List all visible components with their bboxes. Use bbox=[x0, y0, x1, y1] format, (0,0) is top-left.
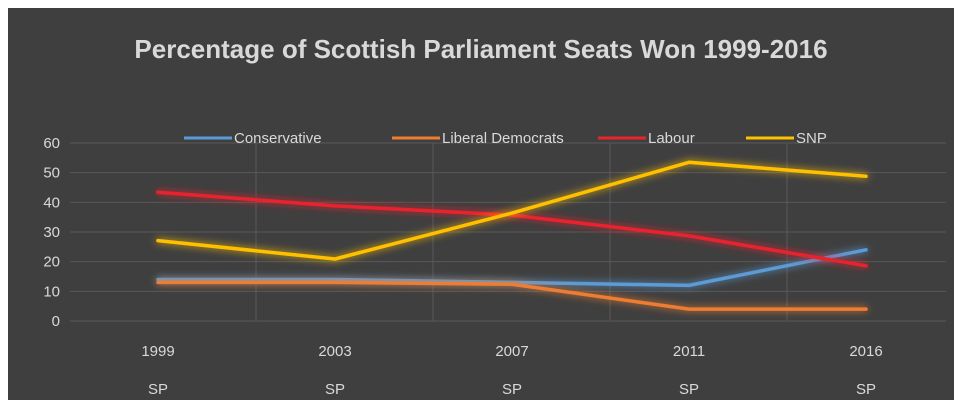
legend-label: Labour bbox=[648, 130, 695, 147]
x-tick-label: 2003 bbox=[318, 343, 351, 360]
y-tick-label: 10 bbox=[43, 283, 60, 300]
series-line-labour bbox=[156, 190, 868, 268]
line-chart: 0 10 20 30 40 50 60 1999 SP 2003 SP 2007 SP 2011 SP 201… bbox=[43, 130, 946, 398]
chart-frame: Percentage of Scottish Parliament Seats … bbox=[8, 8, 954, 400]
legend-label: SNP bbox=[796, 130, 827, 147]
series-lines bbox=[156, 160, 868, 311]
legend: Conservative Liberal Democrats Labour SNP bbox=[184, 130, 827, 147]
x-tick-sublabel: SP bbox=[502, 381, 522, 398]
legend-label: Conservative bbox=[234, 130, 322, 147]
series-line-conservative bbox=[156, 248, 868, 288]
x-tick-label: 2007 bbox=[495, 343, 528, 360]
x-tick-sublabel: SP bbox=[148, 381, 168, 398]
axis-labels: 0 10 20 30 40 50 60 1999 SP 2003 SP 2007 SP 2011 SP 201… bbox=[43, 135, 882, 398]
y-tick-label: 60 bbox=[43, 135, 60, 152]
x-tick-label: 2016 bbox=[849, 343, 882, 360]
y-tick-label: 40 bbox=[43, 194, 60, 211]
gridlines bbox=[70, 142, 946, 322]
legend-label: Liberal Democrats bbox=[442, 130, 564, 147]
x-tick-sublabel: SP bbox=[325, 381, 345, 398]
chart-title: Percentage of Scottish Parliament Seats … bbox=[134, 34, 828, 64]
y-tick-label: 30 bbox=[43, 224, 60, 241]
series-line-snp bbox=[156, 160, 868, 261]
y-tick-label: 20 bbox=[43, 254, 60, 271]
y-tick-label: 50 bbox=[43, 165, 60, 182]
x-tick-label: 1999 bbox=[141, 343, 174, 360]
y-tick-label: 0 bbox=[52, 313, 60, 330]
x-tick-label: 2011 bbox=[673, 343, 705, 360]
x-tick-sublabel: SP bbox=[856, 381, 876, 398]
series-line-liberal-democrats bbox=[156, 280, 868, 311]
x-tick-sublabel: SP bbox=[679, 381, 699, 398]
